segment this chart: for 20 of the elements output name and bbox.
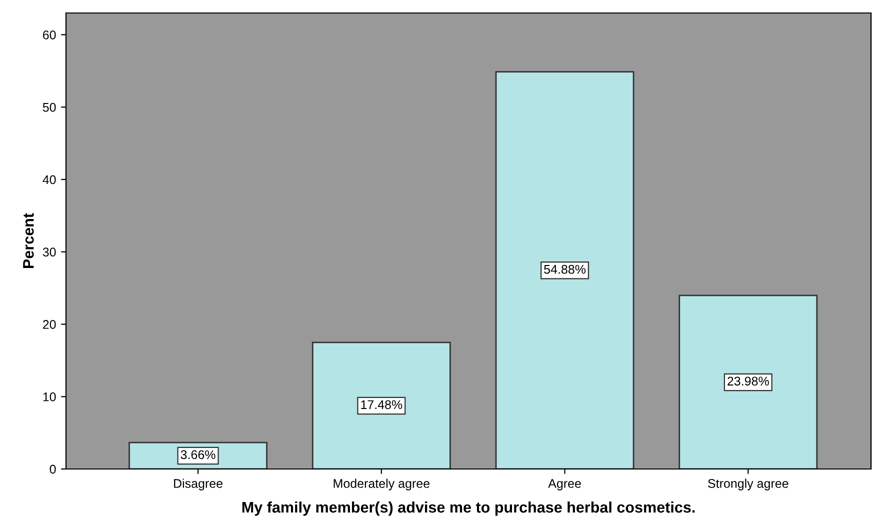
x-axis-title: My family member(s) advise me to purchase herbal cosmetics. — [242, 501, 695, 516]
data-label: 17.48% — [361, 400, 402, 410]
y-axis-title: Percent — [23, 213, 34, 268]
y-tick-label: 40 — [42, 175, 56, 184]
bar — [678, 294, 818, 469]
x-tick-label: Agree — [548, 479, 581, 490]
data-label: 23.98% — [728, 376, 769, 386]
x-tick-label: Strongly agree — [708, 478, 788, 490]
data-label: 54.88% — [544, 264, 586, 274]
y-tick-label: 0 — [50, 464, 56, 474]
bar — [312, 342, 451, 469]
bar — [495, 71, 634, 469]
y-tick-label: 10 — [43, 392, 56, 402]
y-tick-label: 20 — [43, 320, 56, 329]
y-tick-label: 30 — [42, 248, 56, 257]
y-tick-label: 60 — [43, 30, 56, 40]
x-tick-label: Moderately agree — [334, 478, 430, 490]
data-label: 3.66% — [180, 450, 216, 460]
y-tick-label: 50 — [42, 102, 56, 112]
x-tick-label: Disagree — [174, 478, 222, 490]
